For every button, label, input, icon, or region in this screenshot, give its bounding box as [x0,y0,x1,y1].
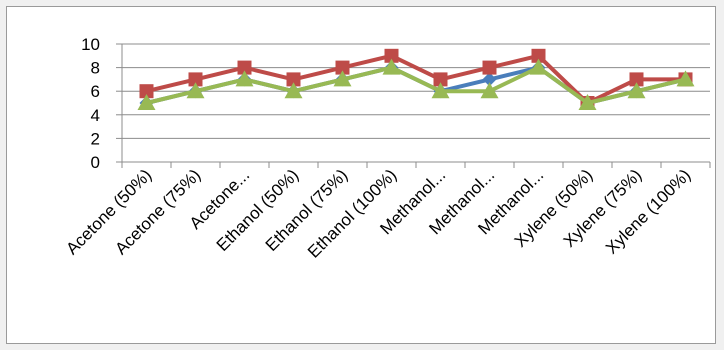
data-point-triangle [529,58,548,75]
y-tick-label: 4 [91,106,100,125]
data-point-square [188,72,203,87]
y-tick-label: 10 [81,35,100,54]
y-tick-label: 0 [91,153,100,172]
data-point-triangle [431,82,450,99]
y-tick-label: 6 [91,82,100,101]
data-point-square [629,72,644,87]
data-point-square [384,48,399,63]
x-category-label: Acetone (75%) [111,165,204,258]
data-point-triangle [186,82,205,99]
data-point-square [286,72,301,87]
data-point-triangle [627,82,646,99]
data-point-square [237,60,252,75]
x-category-label: Ethanol (100%) [304,165,400,261]
x-category-label: Xylene (100%) [602,165,694,257]
data-point-triangle [235,70,254,87]
data-point-triangle [676,70,695,87]
data-point-triangle [137,94,156,110]
data-point-triangle [480,82,499,99]
x-category-label: Acetone (50%) [62,165,155,258]
y-tick-label: 2 [91,129,100,148]
data-point-square [482,60,497,75]
data-point-square [433,72,448,87]
data-point-square [139,84,154,99]
data-point-square [531,48,546,63]
data-point-triangle [382,58,401,75]
y-tick-label: 8 [91,59,100,78]
data-point-diamond [482,72,497,87]
data-point-triangle [578,94,597,110]
data-point-triangle [284,82,303,99]
data-point-triangle [333,70,352,87]
data-point-square [335,60,350,75]
series-line-3 [146,65,686,105]
